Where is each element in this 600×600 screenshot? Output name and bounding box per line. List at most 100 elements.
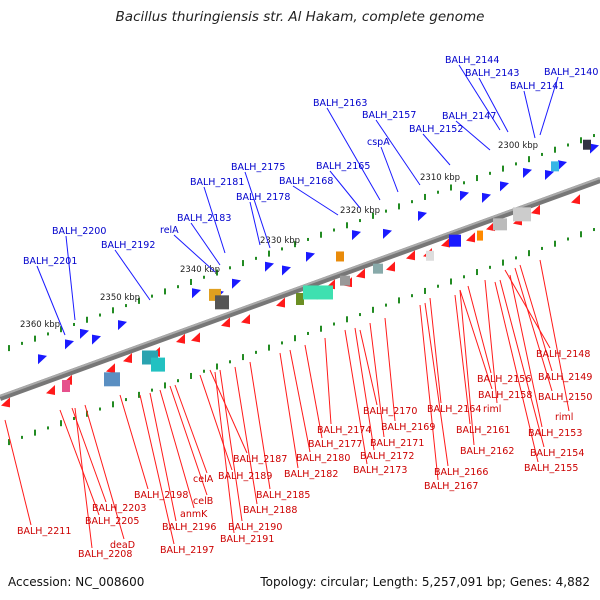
genome-title: Bacillus thuringiensis str. Al Hakam, co… xyxy=(115,9,485,25)
track-tick xyxy=(372,306,374,313)
forward-gene-leader xyxy=(244,171,271,249)
track-tick xyxy=(190,278,192,285)
track-tick xyxy=(255,350,257,354)
reverse-gene-label: BALH_2190 xyxy=(228,522,282,533)
track-tick xyxy=(541,246,543,250)
gene-block xyxy=(336,251,344,262)
reverse-gene-label: BALH_2150 xyxy=(538,392,592,403)
track-tick xyxy=(242,260,244,267)
forward-gene xyxy=(38,354,47,365)
reverse-gene-label: deaD xyxy=(110,540,135,551)
track-tick xyxy=(268,344,270,351)
reverse-gene xyxy=(386,261,395,272)
backbone-highlight xyxy=(0,177,600,397)
track-tick xyxy=(307,331,309,335)
forward-gene-label: BALH_2144 xyxy=(445,55,499,66)
track-tick xyxy=(73,322,75,326)
reverse-gene-label: BALH_2187 xyxy=(233,454,287,465)
reverse-gene-leader xyxy=(249,361,271,490)
reverse-gene xyxy=(123,353,132,364)
reverse-gene-label: BALH_2191 xyxy=(220,534,274,545)
track-tick xyxy=(515,162,517,166)
forward-gene xyxy=(383,228,392,239)
track-tick xyxy=(47,426,49,430)
reverse-gene-label: BALH_2166 xyxy=(434,467,488,478)
track-tick xyxy=(515,256,517,260)
gene-block xyxy=(449,234,461,247)
track-tick xyxy=(346,222,348,229)
kbp-tick-label: 2350 kbp xyxy=(100,293,140,303)
reverse-gene-label: BALH_2158 xyxy=(478,390,532,401)
forward-gene-label: BALH_2181 xyxy=(190,177,244,188)
reverse-gene xyxy=(106,363,115,374)
track-tick xyxy=(203,275,205,279)
reverse-gene-leader xyxy=(354,327,375,451)
forward-gene xyxy=(558,160,567,171)
reverse-gene-label: BALH_2208 xyxy=(78,549,132,560)
track-tick xyxy=(476,269,478,276)
track-tick xyxy=(60,326,62,333)
forward-gene xyxy=(282,265,291,276)
track-tick xyxy=(593,134,595,138)
reverse-gene-leader xyxy=(424,302,449,467)
reverse-gene-leader xyxy=(324,337,332,425)
forward-gene-leader xyxy=(326,107,381,201)
track-tick xyxy=(281,341,283,345)
track-tick xyxy=(450,278,452,285)
reverse-gene-label: BALH_2149 xyxy=(538,372,592,383)
forward-gene xyxy=(192,288,201,299)
track-tick xyxy=(138,297,140,304)
genome-summary: Topology: circular; Length: 5,257,091 bp… xyxy=(260,575,590,589)
track-tick xyxy=(450,184,452,191)
reverse-gene-leader xyxy=(74,407,93,549)
track-tick xyxy=(86,410,88,417)
reverse-gene-leader xyxy=(454,294,471,425)
track-tick xyxy=(138,391,140,398)
reverse-gene-label: BALH_2167 xyxy=(424,481,478,492)
forward-gene-label: BALH_2183 xyxy=(177,213,231,224)
forward-gene-leader xyxy=(523,90,536,139)
track-tick xyxy=(359,313,361,317)
forward-gene xyxy=(306,251,315,262)
kbp-tick-label: 2330 kbp xyxy=(260,236,300,246)
forward-gene-label: BALH_2157 xyxy=(362,110,416,121)
gene-block xyxy=(583,139,591,150)
reverse-gene-leader xyxy=(219,369,243,522)
track-tick xyxy=(216,269,218,276)
backbone xyxy=(0,177,600,401)
reverse-gene-leader xyxy=(84,404,125,540)
track-tick xyxy=(424,287,426,294)
reverse-gene-label: BALH_2196 xyxy=(162,522,216,533)
forward-gene xyxy=(92,334,101,345)
track-tick xyxy=(294,335,296,342)
track-tick xyxy=(567,237,569,241)
track-tick xyxy=(47,332,49,336)
track-tick xyxy=(528,156,530,163)
track-tick xyxy=(528,250,530,257)
reverse-gene-label: BALH_2189 xyxy=(218,471,272,482)
forward-gene-label: BALH_2163 xyxy=(313,98,367,109)
kbp-tick-label: 2320 kbp xyxy=(340,206,380,216)
track-tick xyxy=(164,288,166,295)
forward-gene-label: BALH_2143 xyxy=(465,68,519,79)
kbp-tick-label: 2310 kbp xyxy=(420,173,460,183)
reverse-gene-label: BALH_2173 xyxy=(353,465,407,476)
track-tick xyxy=(476,175,478,182)
gene-block xyxy=(340,275,350,286)
track-tick xyxy=(21,341,23,345)
track-tick xyxy=(346,316,348,323)
gene-block xyxy=(373,263,383,274)
track-tick xyxy=(151,388,153,392)
track-tick xyxy=(73,416,75,420)
forward-gene-label: relA xyxy=(160,225,179,236)
reverse-gene-leader xyxy=(214,371,235,534)
reverse-gene-leader xyxy=(199,374,233,471)
reverse-gene xyxy=(221,317,230,328)
forward-gene-label: BALH_2152 xyxy=(409,124,463,135)
reverse-gene-leader xyxy=(467,285,492,374)
reverse-gene xyxy=(441,237,450,248)
reverse-gene-leader xyxy=(279,352,299,469)
reverse-gene-leader xyxy=(459,289,493,390)
reverse-gene-label: celA xyxy=(193,474,214,485)
